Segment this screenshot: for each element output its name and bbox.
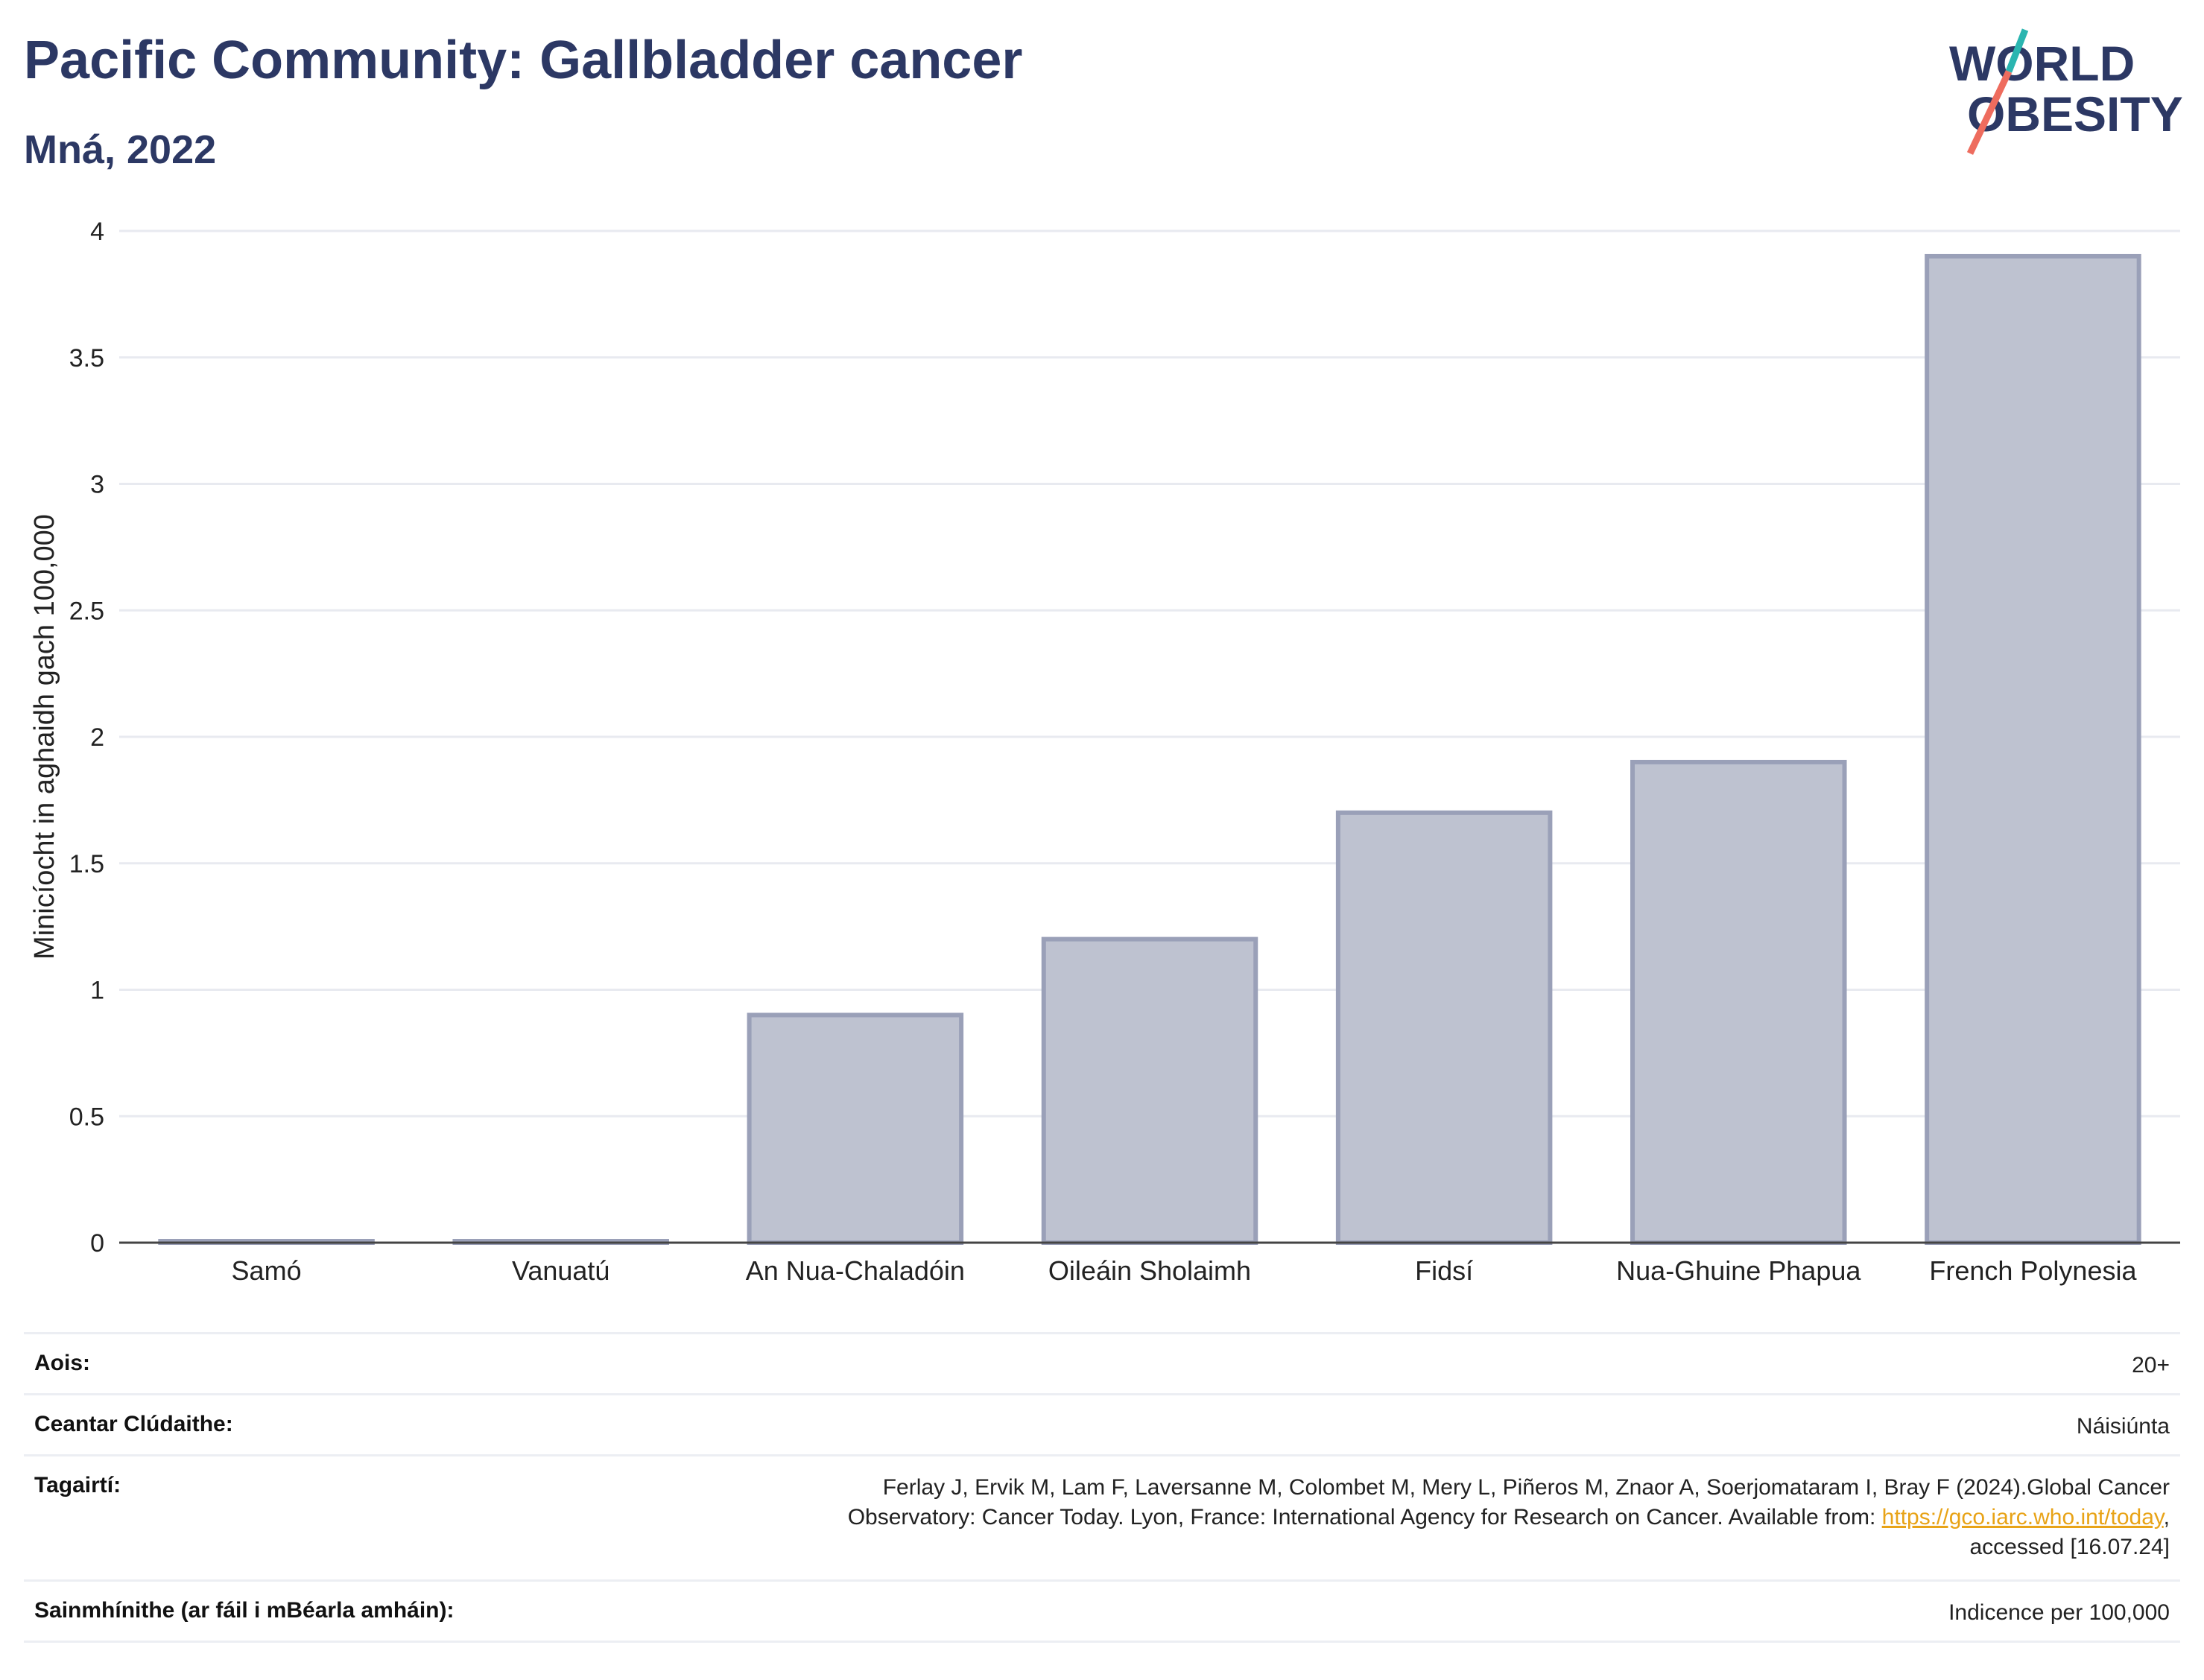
bottom-divider bbox=[24, 1641, 2180, 1643]
y-axis-label: Minicíocht in aghaidh gach 100,000 bbox=[29, 514, 60, 960]
world-obesity-logo: WORLD OBESITY bbox=[1949, 28, 2183, 155]
bar[interactable] bbox=[1335, 810, 1553, 1245]
x-tick-labels: Samó Vanuatú An Nua-Chaladóin Oileáin Shola… bbox=[232, 1255, 2138, 1286]
reference-line-1: Ferlay J, Ervik M, Lam F, Laversanne M, … bbox=[882, 1475, 2170, 1500]
svg-text:WORLD: WORLD bbox=[1949, 36, 2135, 91]
y-tick-label: 4 bbox=[90, 218, 104, 246]
x-tick-label: Samó bbox=[232, 1255, 302, 1286]
reference-line-2: Observatory: Cancer Today. Lyon, France:… bbox=[847, 1505, 2170, 1530]
y-tick-label: 2 bbox=[90, 723, 104, 752]
bar[interactable] bbox=[1630, 759, 1847, 1245]
info-row-definitions: Sainmhínithe (ar fáil i mBéarla amháin):… bbox=[24, 1579, 2180, 1641]
x-tick-label: Vanuatú bbox=[512, 1255, 609, 1286]
svg-text:OBESITY: OBESITY bbox=[1967, 86, 2183, 142]
y-tick-label: 0 bbox=[90, 1229, 104, 1258]
x-tick-label: An Nua-Chaladóin bbox=[746, 1255, 965, 1286]
bar-chart: 0 0.5 1 1.5 2 2.5 3 3.5 4 Samó Vanuatú An Nua-Chal… bbox=[29, 218, 2180, 1286]
chart-subtitle: Mná, 2022 bbox=[24, 127, 217, 172]
x-tick-label: Nua-Ghuine Phapua bbox=[1616, 1255, 1861, 1286]
bar[interactable] bbox=[747, 1012, 964, 1245]
y-tick-label: 2.5 bbox=[69, 597, 104, 625]
chart-title: Pacific Community: Gallbladder cancer bbox=[24, 31, 1023, 90]
area-value: Náisiúnta bbox=[2076, 1414, 2170, 1439]
info-row-area: Ceantar Clúdaithe: Náisiúnta bbox=[24, 1393, 2180, 1455]
y-tick-labels: 0 0.5 1 1.5 2 2.5 3 3.5 4 bbox=[69, 218, 104, 1258]
y-tick-label: 3 bbox=[90, 471, 104, 499]
bar[interactable] bbox=[1925, 253, 2141, 1246]
x-tick-label: French Polynesia bbox=[1929, 1255, 2137, 1286]
reference-link[interactable]: https://gco.iarc.who.int/today bbox=[1881, 1505, 2164, 1530]
y-tick-label: 3.5 bbox=[69, 344, 104, 373]
bar[interactable] bbox=[1041, 936, 1258, 1245]
reference-line-3: accessed [16.07.24] bbox=[1969, 1535, 2170, 1559]
y-tick-label: 1.5 bbox=[69, 850, 104, 878]
bars bbox=[158, 253, 2141, 1246]
references-value: Ferlay J, Ervik M, Lam F, Laversanne M, … bbox=[848, 1473, 2170, 1562]
info-row-references: Tagairtí: Ferlay J, Ervik M, Lam F, Lave… bbox=[24, 1454, 2180, 1580]
definitions-label: Sainmhínithe (ar fáil i mBéarla amháin): bbox=[34, 1598, 455, 1623]
y-tick-label: 1 bbox=[90, 977, 104, 1005]
y-tick-label: 0.5 bbox=[69, 1103, 104, 1131]
x-tick-label: Fidsí bbox=[1415, 1255, 1473, 1286]
references-label: Tagairtí: bbox=[34, 1473, 121, 1497]
age-label: Aois: bbox=[34, 1351, 90, 1375]
definitions-value: Indicence per 100,000 bbox=[1948, 1600, 2170, 1625]
age-value: 20+ bbox=[2132, 1353, 2170, 1378]
info-row-age: Aois: 20+ bbox=[24, 1332, 2180, 1394]
area-label: Ceantar Clúdaithe: bbox=[34, 1412, 233, 1436]
x-tick-label: Oileáin Sholaimh bbox=[1048, 1255, 1251, 1286]
